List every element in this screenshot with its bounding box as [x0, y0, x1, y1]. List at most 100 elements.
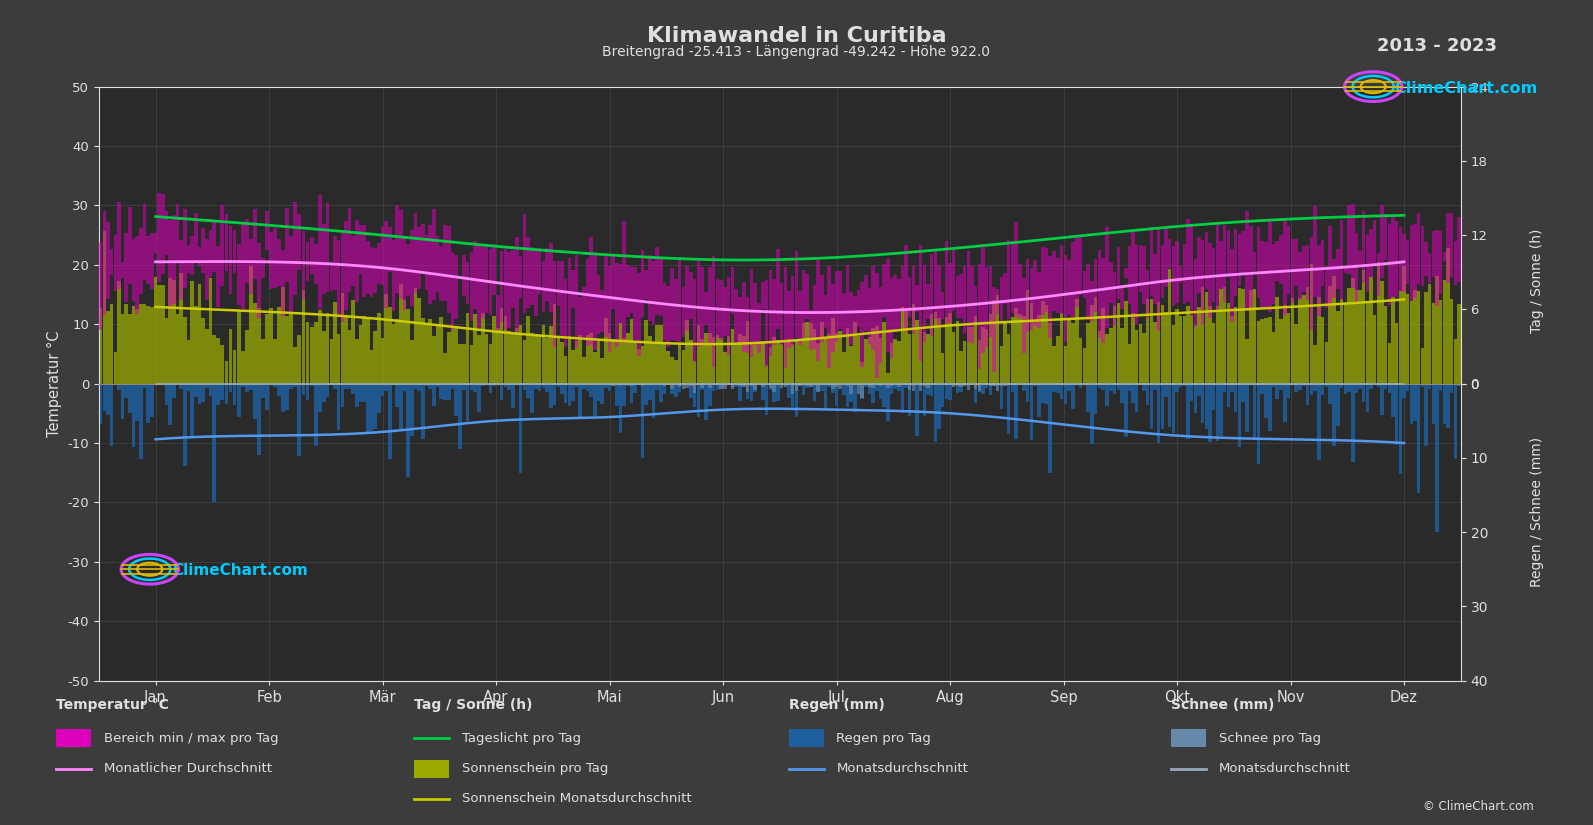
Bar [309, 237, 314, 274]
Bar [660, 384, 663, 402]
Bar [172, 384, 175, 398]
Bar [341, 293, 344, 384]
Text: ClimeChart.com: ClimeChart.com [1394, 81, 1537, 96]
Bar [186, 384, 190, 391]
Bar [1007, 334, 1010, 384]
Text: Monatsdurchschnitt: Monatsdurchschnitt [836, 762, 969, 776]
Bar [996, 384, 999, 391]
Bar [237, 384, 241, 417]
Bar [169, 384, 172, 426]
Text: Breitengrad -25.413 - Längengrad -49.242 - Höhe 922.0: Breitengrad -25.413 - Längengrad -49.242… [602, 45, 991, 59]
Bar [1380, 384, 1384, 415]
Bar [682, 384, 685, 389]
Bar [978, 340, 981, 384]
Bar [1391, 216, 1395, 297]
Text: Temperatur °C: Temperatur °C [56, 699, 169, 712]
Bar [1193, 259, 1196, 327]
Bar [1053, 384, 1056, 392]
Bar [519, 384, 523, 473]
Bar [757, 342, 761, 384]
Bar [720, 337, 723, 384]
Bar [1198, 384, 1201, 397]
Bar [648, 336, 652, 384]
Bar [1362, 384, 1365, 402]
Bar [132, 239, 135, 300]
Bar [1094, 297, 1098, 384]
Bar [765, 365, 768, 384]
Bar [824, 338, 827, 384]
Bar [205, 239, 209, 300]
Bar [1098, 384, 1101, 388]
Bar [363, 225, 366, 297]
Bar [820, 384, 824, 385]
Bar [663, 384, 666, 385]
Bar [1064, 255, 1067, 342]
Text: Tageslicht pro Tag: Tageslicht pro Tag [462, 732, 581, 745]
Bar [454, 327, 459, 384]
Bar [875, 273, 878, 379]
Bar [597, 275, 601, 334]
Bar [327, 203, 330, 292]
Bar [406, 384, 409, 477]
Bar [1187, 384, 1190, 439]
Bar [169, 220, 172, 308]
Bar [984, 329, 988, 384]
Bar [344, 221, 347, 309]
Bar [381, 338, 384, 384]
Bar [1453, 384, 1458, 459]
Bar [1098, 331, 1101, 384]
Bar [352, 236, 355, 286]
Bar [406, 309, 409, 384]
Bar [225, 361, 228, 384]
Bar [1257, 321, 1260, 384]
Bar [1204, 232, 1207, 290]
Bar [110, 384, 113, 446]
Bar [1427, 384, 1432, 389]
Bar [503, 384, 507, 388]
Bar [1271, 332, 1276, 384]
Bar [682, 350, 685, 384]
Bar [217, 246, 220, 308]
Bar [1182, 244, 1187, 304]
Bar [233, 229, 236, 273]
Bar [1427, 252, 1432, 282]
Bar [1410, 225, 1413, 301]
Bar [720, 384, 723, 389]
Bar [750, 384, 753, 401]
Bar [241, 224, 245, 309]
Bar [1268, 219, 1271, 312]
Bar [817, 384, 820, 390]
Bar [981, 327, 984, 384]
Bar [1424, 242, 1427, 276]
Bar [180, 272, 183, 384]
Bar [827, 384, 832, 387]
Bar [261, 339, 264, 384]
Bar [715, 279, 718, 337]
Bar [478, 335, 481, 384]
Bar [1321, 384, 1324, 394]
Bar [127, 314, 132, 384]
Bar [609, 384, 612, 391]
Bar [1301, 247, 1306, 292]
Bar [849, 384, 852, 403]
Bar [768, 384, 773, 389]
Bar [392, 324, 395, 384]
Bar [832, 384, 835, 394]
Bar [366, 241, 370, 295]
Bar [835, 384, 838, 387]
Bar [1106, 384, 1109, 407]
Bar [1015, 309, 1018, 384]
Bar [1120, 384, 1123, 403]
Bar [436, 323, 440, 384]
Text: Monatsdurchschnitt: Monatsdurchschnitt [1219, 762, 1351, 776]
Bar [378, 384, 381, 412]
Bar [355, 384, 358, 407]
Bar [180, 240, 183, 300]
Bar [941, 353, 945, 384]
Bar [245, 219, 249, 283]
Bar [868, 337, 871, 384]
Bar [556, 384, 561, 387]
Bar [922, 384, 926, 385]
Bar [183, 317, 186, 384]
Bar [765, 280, 768, 367]
